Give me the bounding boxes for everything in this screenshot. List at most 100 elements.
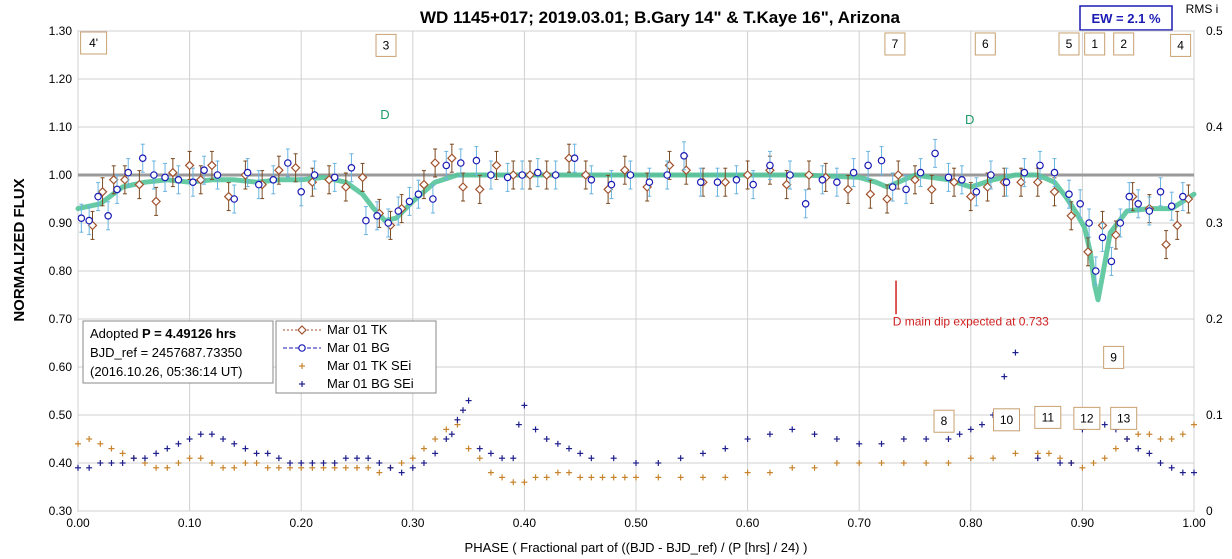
sei-point: [499, 474, 506, 481]
bg-point: [680, 141, 688, 171]
sei-point: [287, 460, 294, 466]
tk-point: [910, 165, 920, 195]
sei-point: [253, 460, 260, 466]
bg-point: [931, 138, 939, 168]
tk-point: [1172, 210, 1183, 240]
y-tick-label: 0.40: [49, 456, 73, 470]
sei-point: [655, 460, 662, 466]
sei-point: [1179, 431, 1186, 438]
x-tick-label: 0.30: [401, 516, 425, 530]
sei-point: [86, 464, 93, 471]
tk-point: [120, 165, 130, 195]
info-date: (2016.10.26, 05:36:14 UT): [90, 364, 243, 379]
bg-point: [394, 196, 403, 226]
d-label: D: [965, 112, 974, 127]
sei-point: [878, 440, 885, 447]
sei-point: [990, 455, 997, 462]
bg-point: [94, 182, 102, 212]
sei-point: [220, 464, 227, 471]
sei-point: [722, 445, 729, 452]
tk-point: [108, 165, 119, 195]
tk-point: [603, 174, 613, 204]
sei-point: [945, 436, 952, 442]
bg-point: [972, 177, 981, 207]
sei-point: [878, 460, 885, 466]
dip-label-text: 8: [941, 414, 948, 428]
tk-point: [541, 160, 552, 190]
sei-point: [75, 440, 81, 447]
bg-point: [1036, 150, 1044, 180]
bg-point: [189, 167, 197, 197]
bg-point: [200, 155, 208, 185]
tk-point: [340, 172, 351, 202]
tk-point: [619, 155, 630, 185]
x-tick-label: 0.80: [959, 516, 983, 530]
bg-point: [944, 162, 953, 192]
sei-point: [532, 426, 539, 433]
dip-label-text: 10: [1000, 413, 1014, 427]
sei-point: [967, 455, 974, 462]
tk-point: [1016, 167, 1026, 197]
sei-point: [460, 407, 467, 414]
sei-point: [1045, 450, 1052, 457]
sei-point: [499, 455, 506, 462]
x-tick-label: 1.00: [1182, 516, 1206, 530]
legend-marker-diamond: [297, 325, 307, 335]
sei-point: [510, 479, 517, 486]
dip-label: 13: [1110, 406, 1138, 430]
sei-point: [677, 455, 684, 462]
bg-point: [373, 201, 381, 231]
bg-point: [1085, 208, 1093, 238]
dip-label: 3: [375, 33, 397, 57]
bg-point: [645, 167, 654, 197]
bg-point: [503, 162, 512, 192]
tk-point: [1161, 230, 1171, 260]
sei-point: [75, 464, 81, 471]
tk-point: [865, 179, 876, 209]
bg-point: [1098, 222, 1107, 252]
sei-point: [465, 445, 472, 452]
sei-point: [699, 450, 706, 457]
bg-point: [124, 158, 133, 188]
sei-point: [86, 436, 93, 442]
x-axis-ticks: 0.00 0.10 0.20 0.30 0.40 0.50 0.60 0.70 0.80 0.90…: [66, 516, 1206, 530]
dip-label-text: 11: [1042, 410, 1055, 424]
sei-point: [1001, 373, 1008, 380]
y-axis-label: NORMALIZED FLUX: [11, 178, 28, 321]
x-tick-label: 0.50: [624, 516, 648, 530]
sei-point: [197, 431, 204, 438]
ew-box: EW = 2.1 %: [1079, 5, 1173, 31]
tk-point: [843, 174, 853, 204]
y-tick-label: 0.70: [49, 312, 73, 326]
sei-point: [766, 431, 773, 438]
model-fit-line: [75, 172, 1197, 303]
sei-point: [130, 455, 137, 462]
sei-point: [566, 469, 573, 476]
sei-point: [97, 440, 104, 447]
sei-point: [1034, 455, 1041, 462]
bg-point: [297, 177, 306, 207]
tk-point: [134, 170, 145, 200]
tk-point: [207, 150, 217, 180]
dip-label: 11: [1034, 405, 1062, 429]
dip-label-text: 5: [1066, 37, 1073, 51]
sei-point: [298, 460, 305, 466]
sei-point: [108, 445, 115, 452]
sei-point: [197, 455, 204, 462]
sei-point: [153, 464, 160, 471]
sei-point: [1112, 445, 1119, 452]
bg-point: [161, 162, 169, 192]
bg-point: [849, 158, 858, 188]
dip-label: 10: [993, 408, 1021, 432]
sei-point: [554, 469, 561, 476]
dip-label: 4': [80, 31, 108, 55]
y-tick-label: 1.30: [49, 24, 73, 38]
bg-point: [877, 146, 886, 176]
sei-point: [164, 464, 171, 471]
sei-point: [521, 402, 528, 409]
sei-point: [588, 474, 595, 481]
sei-point: [264, 450, 271, 457]
sei-point: [1068, 460, 1075, 466]
sei-point: [610, 455, 617, 462]
legend-text: Mar 01 TK SEi: [327, 358, 411, 373]
